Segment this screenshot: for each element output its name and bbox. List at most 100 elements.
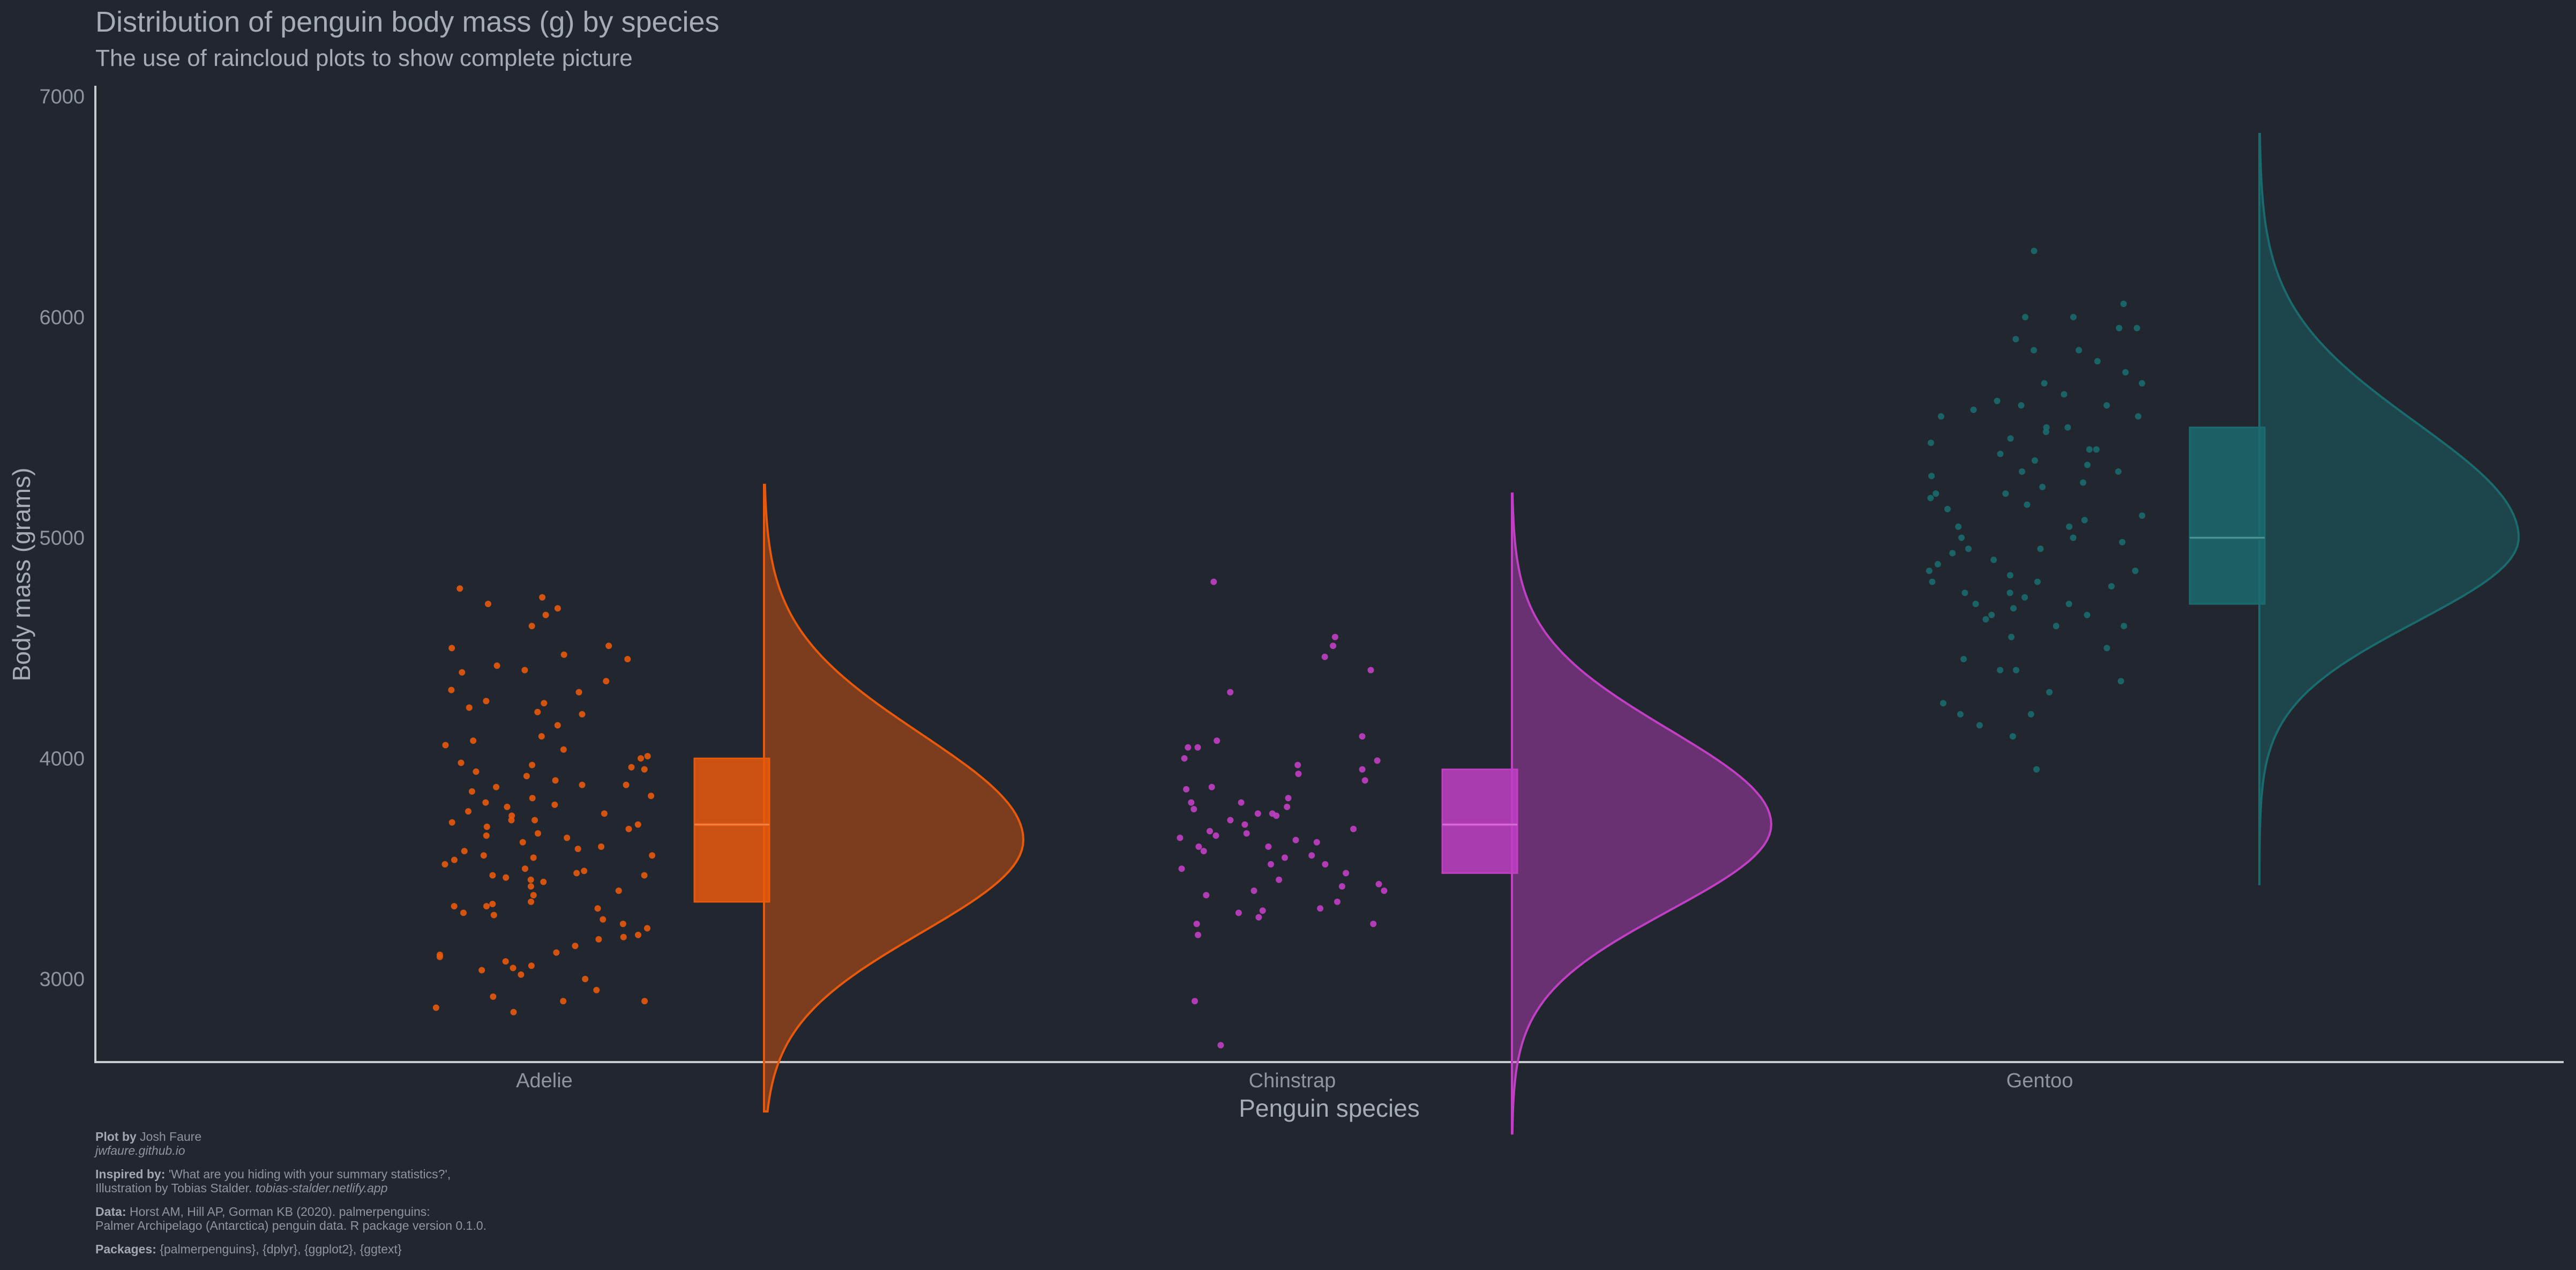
data-point bbox=[1960, 656, 1967, 662]
data-point bbox=[598, 843, 605, 850]
data-point bbox=[595, 936, 602, 943]
data-point bbox=[527, 883, 534, 890]
data-point bbox=[470, 737, 477, 744]
data-point bbox=[2027, 711, 2034, 718]
data-point bbox=[2012, 335, 2019, 342]
data-point bbox=[1185, 744, 1192, 751]
data-point bbox=[1227, 689, 1234, 696]
data-point bbox=[1331, 633, 1338, 640]
data-point bbox=[529, 795, 536, 802]
data-point bbox=[2139, 512, 2146, 519]
y-tick-label: 6000 bbox=[39, 307, 85, 329]
box-iqr bbox=[693, 757, 770, 903]
data-point bbox=[2084, 611, 2091, 618]
data-point bbox=[1284, 803, 1291, 810]
data-point bbox=[593, 987, 600, 993]
data-point bbox=[1990, 556, 1997, 563]
caption-plot-by-text: Josh Faure bbox=[136, 1130, 202, 1144]
data-point bbox=[2022, 313, 2028, 320]
data-point bbox=[539, 594, 546, 601]
data-point bbox=[2094, 358, 2101, 365]
data-point bbox=[641, 766, 648, 773]
data-point bbox=[2103, 645, 2110, 652]
data-point bbox=[2132, 567, 2139, 574]
data-point bbox=[2121, 623, 2128, 630]
data-point bbox=[2116, 325, 2123, 332]
data-point bbox=[1265, 843, 1272, 850]
series-chinstrap bbox=[1177, 492, 1773, 1135]
data-point bbox=[641, 998, 648, 1005]
data-point bbox=[485, 601, 491, 607]
data-point bbox=[1926, 567, 1933, 574]
data-point bbox=[552, 777, 559, 784]
data-point bbox=[573, 870, 580, 877]
data-point bbox=[2034, 578, 2041, 585]
data-point bbox=[1212, 832, 1219, 839]
data-point bbox=[1292, 836, 1299, 843]
data-point bbox=[441, 861, 448, 868]
data-point bbox=[1367, 667, 1374, 674]
x-tick-label: Chinstrap bbox=[1249, 1070, 1336, 1092]
data-point bbox=[1934, 561, 1941, 567]
data-point bbox=[1241, 821, 1248, 828]
data-point bbox=[541, 700, 548, 707]
data-point bbox=[528, 623, 535, 630]
data-point bbox=[2076, 347, 2083, 354]
caption-plot-by: Plot by Josh Faure jwfaure.github.io bbox=[95, 1130, 486, 1157]
data-point bbox=[648, 793, 655, 800]
data-point bbox=[1181, 755, 1188, 762]
data-point bbox=[530, 892, 537, 899]
data-point bbox=[1188, 799, 1195, 806]
x-tick-label: Gentoo bbox=[2006, 1070, 2073, 1092]
data-point bbox=[483, 698, 490, 705]
data-point bbox=[641, 872, 648, 879]
data-point bbox=[478, 967, 485, 974]
data-point bbox=[619, 921, 626, 928]
caption-plot-by-label: Plot by bbox=[95, 1130, 137, 1144]
data-point bbox=[1276, 876, 1283, 883]
caption-packages-label: Packages: bbox=[95, 1242, 156, 1256]
data-point bbox=[2070, 534, 2077, 541]
data-point bbox=[635, 931, 641, 938]
data-point bbox=[594, 905, 601, 912]
data-point bbox=[534, 708, 541, 715]
data-point bbox=[1177, 834, 1184, 841]
data-point bbox=[575, 689, 582, 696]
data-point bbox=[540, 878, 547, 885]
data-point bbox=[538, 733, 545, 740]
data-point bbox=[2008, 633, 2015, 640]
caption-data-text: Horst AM, Hill AP, Gorman KB (2020). pal… bbox=[126, 1205, 430, 1219]
data-point bbox=[1933, 490, 1940, 497]
data-point bbox=[1227, 817, 1234, 824]
chart-title: Distribution of penguin body mass (g) by… bbox=[95, 6, 720, 38]
data-point bbox=[551, 801, 558, 808]
data-point bbox=[1982, 616, 1989, 623]
data-point bbox=[1183, 786, 1190, 793]
data-point bbox=[1269, 810, 1276, 817]
data-point bbox=[1308, 852, 1315, 859]
data-point bbox=[1965, 546, 1972, 552]
caption: Plot by Josh Faure jwfaure.github.io Ins… bbox=[95, 1130, 486, 1266]
data-point bbox=[522, 865, 528, 872]
data-point bbox=[1193, 921, 1200, 928]
x-axis-title: Penguin species bbox=[1239, 1094, 1420, 1122]
data-point bbox=[2103, 402, 2110, 409]
data-point bbox=[1994, 398, 2001, 405]
data-point bbox=[432, 1004, 439, 1011]
data-point bbox=[483, 832, 490, 839]
axes bbox=[94, 86, 2564, 1063]
data-point bbox=[466, 704, 473, 711]
data-point bbox=[2138, 380, 2145, 387]
data-point bbox=[1375, 880, 1382, 887]
data-point bbox=[644, 925, 650, 932]
data-point bbox=[2086, 446, 2093, 453]
chart-marks bbox=[432, 133, 2520, 1135]
data-point bbox=[625, 826, 632, 832]
data-point bbox=[1343, 870, 1350, 877]
data-point bbox=[634, 821, 641, 828]
y-tick-label: 5000 bbox=[39, 527, 85, 550]
data-point bbox=[572, 943, 579, 950]
box-iqr bbox=[2189, 427, 2266, 605]
data-point bbox=[1957, 711, 1964, 718]
